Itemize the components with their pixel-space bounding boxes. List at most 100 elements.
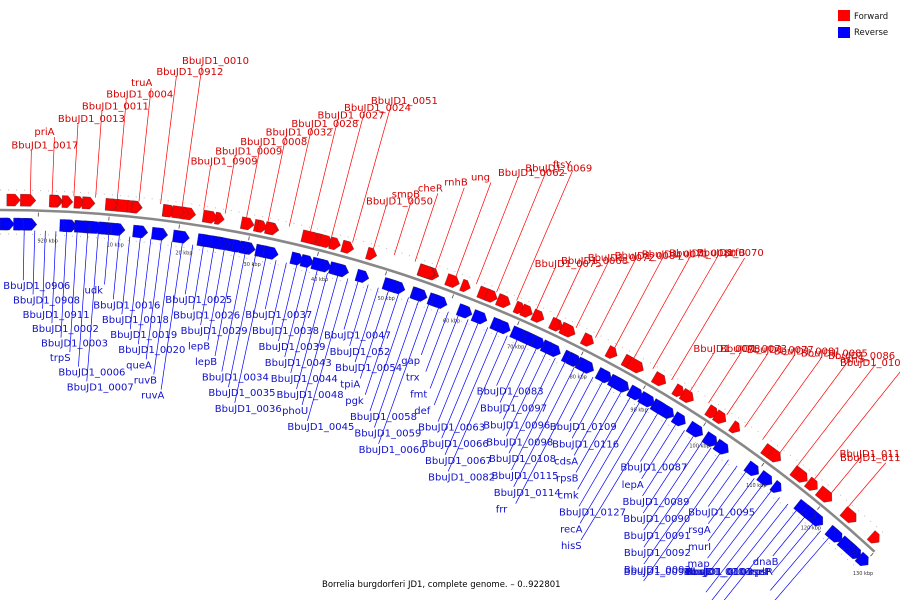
- legend: Forward Reverse: [838, 10, 888, 38]
- forward-gene-arrow: [579, 332, 594, 347]
- gene-label: BbuJD1_0024: [344, 103, 411, 114]
- forward-gene-arrow: [264, 221, 278, 235]
- forward-gene-arrow: [803, 476, 818, 491]
- leader-line: [556, 265, 582, 319]
- reverse-gene-arrow: [610, 375, 628, 392]
- forward-gene-arrow: [459, 278, 471, 293]
- leader-line: [723, 510, 797, 600]
- gene-label: ruvB: [134, 375, 157, 386]
- leader-line: [508, 357, 556, 454]
- leader-line: [502, 348, 537, 420]
- gene-label: BbuJD1_0087: [620, 463, 687, 474]
- leader-line: [779, 360, 849, 453]
- leader-line: [706, 490, 772, 576]
- gene-label: fmt: [410, 389, 427, 400]
- gene-label: BbuJD1_0103: [686, 567, 753, 578]
- leader-line: [847, 462, 887, 508]
- gene-label: BbuJD1_0039: [258, 342, 325, 353]
- gene-label: BbuJD1_0051: [371, 96, 438, 107]
- gene-label: pgk: [345, 396, 364, 407]
- gene-label: BbuJD1_0909: [191, 157, 258, 168]
- leader-line: [60, 231, 67, 338]
- gene-label: BbuJD1_0911: [23, 310, 90, 321]
- forward-gene-arrow: [548, 316, 561, 331]
- forward-gene-arrow: [866, 530, 880, 544]
- reverse-gene-arrow: [595, 367, 612, 383]
- kbp-ticks: 920 kbp 10 kbp 20 kbp 30 kbp 40 kbp 50 kbp 60 …: [37, 212, 874, 577]
- leader-line: [707, 478, 755, 542]
- gene-label: udk: [84, 285, 103, 296]
- forward-gene-arrow: [81, 196, 96, 210]
- leader-line: [153, 241, 173, 375]
- forward-gene-arrow: [48, 194, 62, 208]
- gene-label: trx: [406, 373, 420, 384]
- reverse-gene-arrow: [254, 243, 265, 257]
- gene-label: BbuJD1_0110: [839, 449, 900, 460]
- leader-line: [349, 284, 369, 346]
- gene-label: BbuJD1_0075: [535, 259, 602, 270]
- tick-mark: [870, 552, 874, 557]
- leader-line: [369, 297, 409, 412]
- leader-line: [200, 248, 215, 326]
- gene-label: BbuJD1_0073: [720, 344, 787, 355]
- tick-mark: [761, 462, 765, 467]
- leader-line: [290, 270, 318, 373]
- gene-label: BbuJD1_0045: [287, 422, 354, 433]
- gene-label: ftsY: [553, 160, 572, 171]
- leader-line: [831, 458, 860, 494]
- reverse-gene-arrow: [73, 220, 91, 233]
- leader-line: [284, 267, 308, 358]
- tick-mark: [517, 321, 520, 326]
- leader-line: [207, 249, 225, 341]
- forward-gene-arrow: [671, 383, 685, 398]
- reverse-gene-arrow: [23, 218, 35, 231]
- leader-line: [86, 233, 99, 382]
- tick-label: 10 kbp: [107, 243, 124, 249]
- leader-line: [797, 364, 876, 466]
- leader-line: [711, 503, 789, 600]
- gene-label: BbuJD1_0090: [623, 514, 690, 525]
- tick-label: 90 kbp: [630, 407, 647, 413]
- leader-line: [420, 307, 439, 356]
- gene-label: BbuJD1_0009: [215, 146, 282, 157]
- gene-label: priA: [34, 127, 54, 138]
- reverse-gene-arrow: [333, 262, 349, 278]
- leader-line: [536, 269, 555, 310]
- leader-line: [643, 447, 712, 548]
- gene-label: BbuJD1_0058: [350, 412, 417, 423]
- gene-label: trpS: [50, 353, 71, 364]
- leader-line: [425, 311, 449, 372]
- reverse-gene-arrow: [455, 303, 471, 318]
- gene-label: BbuJD1_0906: [3, 281, 70, 292]
- forward-gene-arrow: [201, 209, 218, 224]
- reverse-gene-arrow: [299, 254, 314, 268]
- leader-line: [307, 278, 349, 422]
- gene-label: BbuJD1_0026: [173, 311, 240, 322]
- forward-gene-arrow: [340, 239, 355, 254]
- gene-label: rplI: [752, 567, 768, 578]
- gene-label: BbuJD1_0094: [624, 567, 691, 578]
- tick-label: 30 kbp: [244, 262, 261, 268]
- gene-labels: BbuJD1_0017priABbuJD1_0013BbuJD1_0011Bbu…: [3, 56, 900, 600]
- leader-line: [278, 265, 298, 342]
- gene-label: BbuJD1_0035: [208, 388, 275, 399]
- gene-label: BbuJD1_0096: [483, 420, 550, 431]
- reverse-gene-arrow: [354, 268, 370, 283]
- gene-label: BbuJD1_0108: [489, 454, 556, 465]
- gene-label: BbuJD1_0081: [774, 346, 841, 357]
- gene-label: BbuJD1_0013: [58, 114, 125, 125]
- tick-mark: [643, 385, 646, 390]
- gene-label: BbuJD1_0010: [182, 56, 249, 67]
- gene-label: BbuJD1_0072: [588, 253, 655, 264]
- forward-gene-arrow: [417, 263, 435, 279]
- gene-label: BbuJD1_0059: [354, 428, 421, 439]
- forward-gene-arrow: [444, 273, 460, 288]
- gene-label: rnhB: [444, 178, 468, 189]
- leader-line: [374, 300, 419, 428]
- forward-gene-arrow: [256, 219, 268, 233]
- reverse-gene-arrow: [498, 320, 511, 335]
- gene-label: BbuJD1_0077: [747, 345, 814, 356]
- leader-line: [762, 358, 822, 440]
- tick-mark: [317, 251, 319, 256]
- leader-line: [515, 371, 585, 504]
